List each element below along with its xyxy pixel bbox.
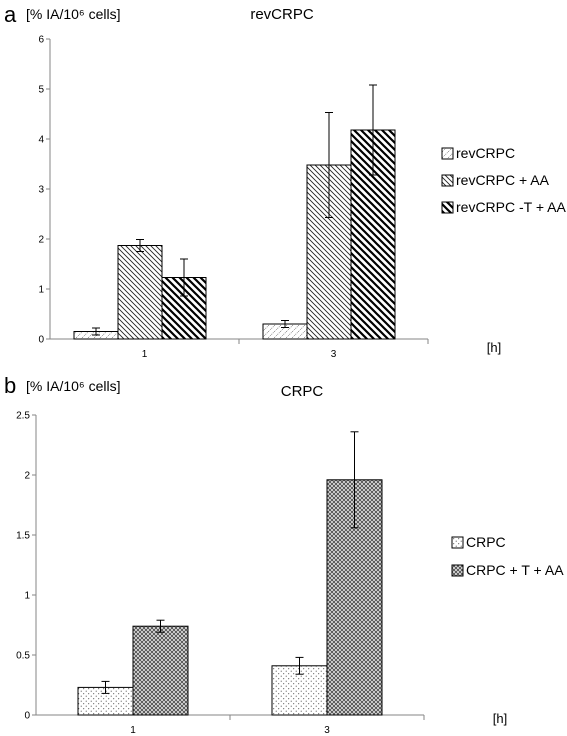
y-tick-label: 5 bbox=[38, 85, 44, 96]
panel-letter-a: a bbox=[4, 2, 17, 27]
y-tick-label: 3 bbox=[38, 185, 44, 196]
y-tick-label: 2 bbox=[38, 235, 44, 246]
y-tick-label: 4 bbox=[38, 135, 44, 146]
y-tick-label: 1.5 bbox=[16, 531, 30, 542]
error-bar bbox=[281, 320, 289, 328]
legend-swatch bbox=[441, 147, 454, 160]
error-bar bbox=[295, 656, 304, 675]
x-tick-label: 3 bbox=[331, 349, 337, 360]
y-tick-label: 0 bbox=[38, 335, 44, 346]
x-tick-label: 1 bbox=[142, 349, 148, 360]
error-bar bbox=[350, 431, 359, 529]
legend-label: revCRPC -T + AA bbox=[456, 199, 566, 215]
chart-title-b: CRPC bbox=[281, 383, 324, 400]
y-tick-label: 1 bbox=[38, 285, 44, 296]
y-axis-label-a: [% IA/10⁶ cells] bbox=[26, 6, 120, 22]
x-axis-unit-b: [h] bbox=[493, 711, 507, 726]
error-bar bbox=[92, 327, 100, 336]
chart-title-a: revCRPC bbox=[250, 6, 314, 23]
y-ticks-b: 0 0.5 1 1.5 2 2.5 bbox=[16, 411, 36, 722]
y-ticks-a: 0 1 2 3 4 5 6 bbox=[38, 35, 50, 346]
legend-label: revCRPC bbox=[456, 145, 515, 161]
legend-swatch bbox=[451, 536, 464, 549]
legend-label: revCRPC + AA bbox=[456, 172, 550, 188]
bar bbox=[117, 245, 163, 340]
y-tick-label: 1 bbox=[24, 591, 30, 602]
bar bbox=[132, 625, 189, 716]
bars-a bbox=[73, 84, 396, 340]
error-bar bbox=[136, 239, 144, 252]
y-tick-label: 6 bbox=[38, 35, 44, 46]
y-axis-label-b: [% IA/10⁶ cells] bbox=[26, 378, 120, 394]
y-tick-label: 0.5 bbox=[16, 651, 30, 662]
error-bar bbox=[369, 84, 377, 176]
y-tick-label: 2 bbox=[24, 471, 30, 482]
x-axis-unit-a: [h] bbox=[487, 340, 501, 355]
legend-swatch bbox=[441, 174, 454, 187]
y-tick-label: 2.5 bbox=[16, 411, 30, 422]
x-tick-label: 3 bbox=[324, 725, 330, 736]
error-bar bbox=[156, 619, 165, 633]
legend-b: CRPC CRPC + T + AA bbox=[451, 534, 564, 578]
bars-b bbox=[77, 431, 383, 716]
bar bbox=[350, 129, 396, 340]
legend-a: revCRPC revCRPC + AA revCRPC -T + AA bbox=[441, 145, 566, 215]
error-bar bbox=[101, 680, 110, 694]
legend-swatch bbox=[441, 201, 454, 214]
y-tick-label: 0 bbox=[24, 711, 30, 722]
error-bar bbox=[180, 258, 188, 297]
legend-label: CRPC + T + AA bbox=[466, 562, 564, 578]
error-bar bbox=[325, 112, 333, 218]
panel-letter-b: b bbox=[4, 373, 16, 398]
legend-label: CRPC bbox=[466, 534, 506, 550]
x-tick-label: 1 bbox=[130, 725, 136, 736]
legend-swatch bbox=[451, 564, 464, 577]
